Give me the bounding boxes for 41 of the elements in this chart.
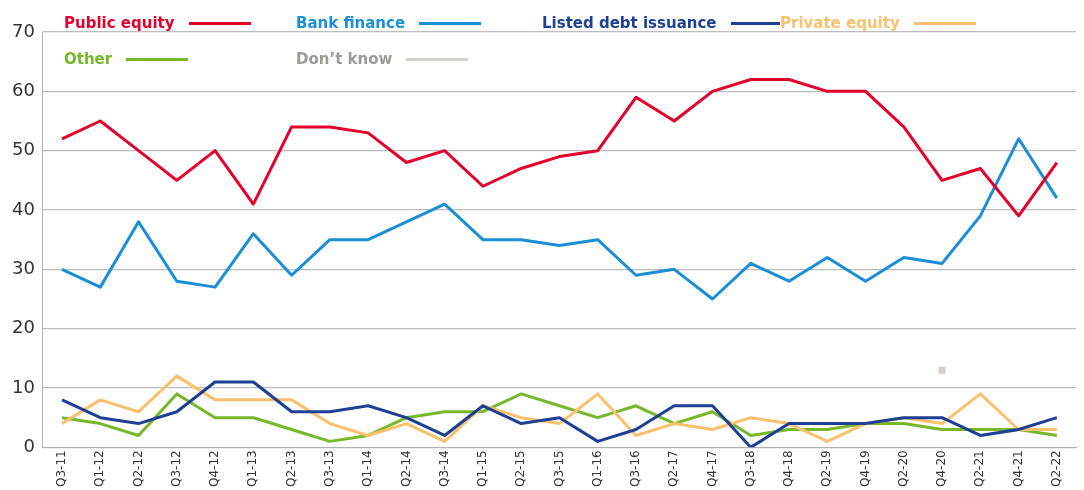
x-tick-label: Q2-13 xyxy=(283,450,298,488)
x-tick-label: Q3-11 xyxy=(54,450,69,488)
x-tick-label: Q1-12 xyxy=(92,450,107,488)
legend-label: Bank finance xyxy=(296,14,406,32)
x-tick-label: Q2-22 xyxy=(1048,450,1063,488)
x-tick-label: Q2-15 xyxy=(513,450,528,488)
x-tick-label: Q4-17 xyxy=(704,450,719,488)
legend-label: Other xyxy=(64,50,113,68)
y-tick-label: 20 xyxy=(12,316,35,338)
y-tick-label: 60 xyxy=(12,79,35,100)
y-tick-label: 40 xyxy=(12,197,35,219)
x-tick-label: Q1-16 xyxy=(589,450,604,488)
y-tick-label: 10 xyxy=(12,375,35,397)
legend-label: Public equity xyxy=(64,14,175,32)
x-tick-label: Q4-19 xyxy=(857,450,872,488)
y-tick-label: 70 xyxy=(12,19,35,41)
x-tick-label: Q4-18 xyxy=(781,450,796,488)
x-tick-label: Q4-21 xyxy=(1010,450,1025,488)
x-tick-label: Q2-21 xyxy=(972,450,987,488)
x-tick-label: Q2-19 xyxy=(819,450,834,488)
y-tick-label: 30 xyxy=(12,257,35,278)
x-tick-label: Q3-15 xyxy=(551,450,566,488)
y-tick-label: 0 xyxy=(23,434,35,456)
legend-label: Listed debt issuance xyxy=(542,14,717,32)
x-tick-label: Q2-14 xyxy=(398,450,413,488)
x-tick-label: Q4-12 xyxy=(207,450,222,488)
x-tick-label: Q3-12 xyxy=(168,450,183,488)
y-tick-label: 50 xyxy=(12,138,35,160)
x-tick-label: Q4-20 xyxy=(934,450,949,488)
x-tick-label: Q3-18 xyxy=(742,450,757,488)
x-tick-label: Q1-14 xyxy=(360,450,375,488)
x-tick-label: Q3-14 xyxy=(436,450,451,488)
x-tick-label: Q1-13 xyxy=(245,450,260,488)
x-tick-label: Q3-13 xyxy=(322,450,336,488)
legend-label: Don’t know xyxy=(296,50,393,68)
x-tick-label: Q3-16 xyxy=(628,450,643,488)
x-tick-label: Q2-20 xyxy=(895,450,910,488)
legend-label: Private equity xyxy=(780,14,900,32)
x-tick-label: Q2-12 xyxy=(130,450,145,488)
x-tick-label: Q2-17 xyxy=(666,450,681,488)
x-tick-label: Q1-15 xyxy=(475,450,490,488)
